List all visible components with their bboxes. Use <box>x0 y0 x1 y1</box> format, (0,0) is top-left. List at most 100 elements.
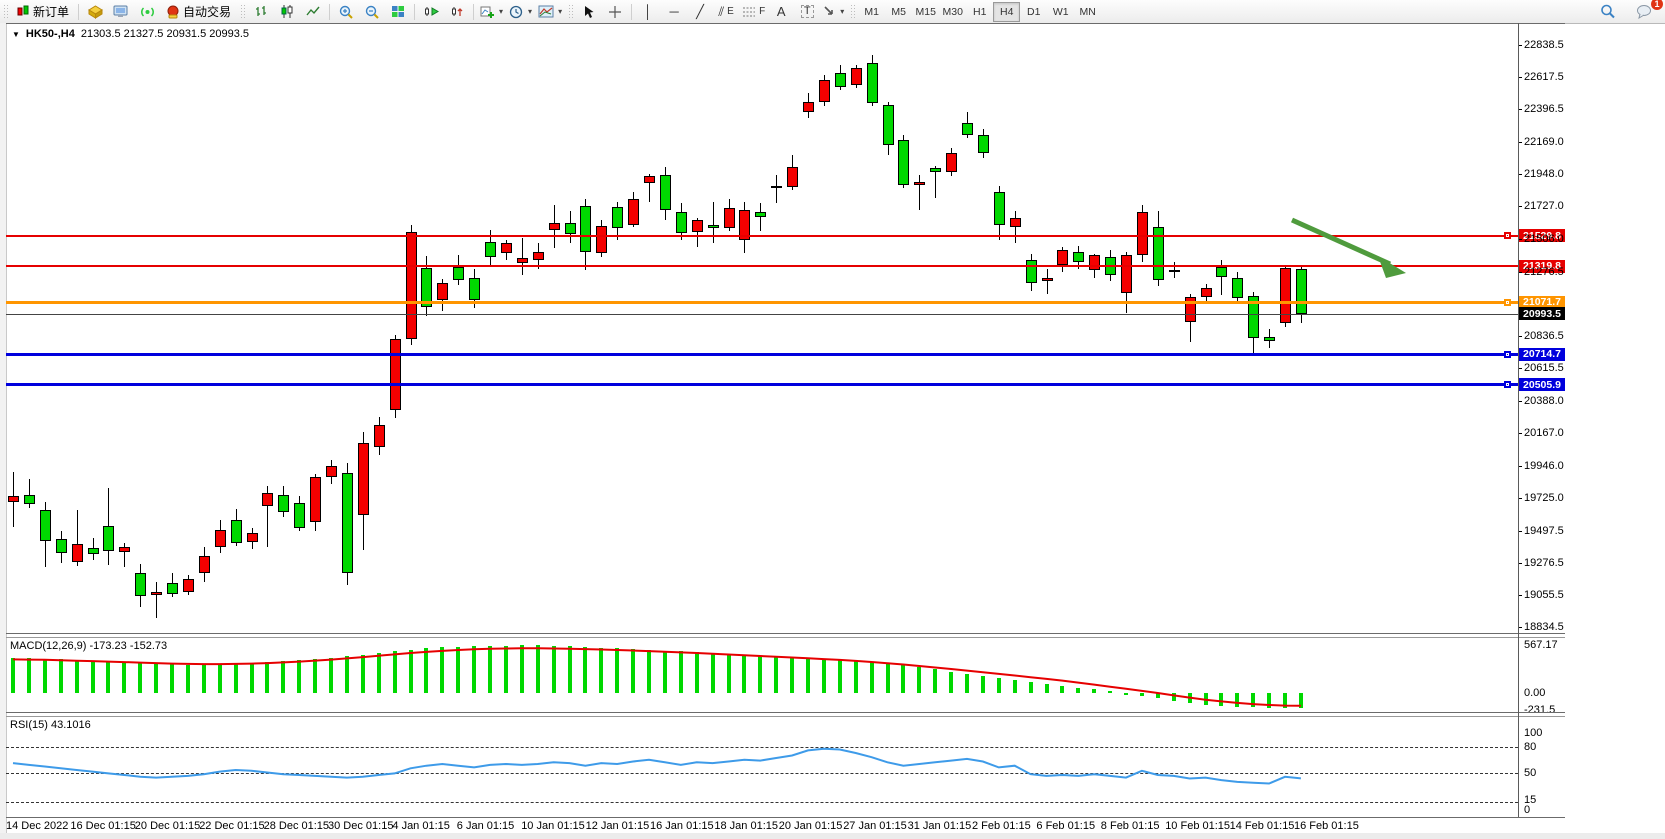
price-tick-label: 22838.5 <box>1524 38 1564 51</box>
macd-histogram-bar <box>265 661 270 693</box>
timeframe-w1[interactable]: W1 <box>1052 5 1069 18</box>
rsi-line <box>12 747 1302 785</box>
bar-chart-mode-button[interactable] <box>248 1 274 22</box>
channel-tool-button[interactable]: ⫽ E <box>713 1 739 22</box>
ohlc-values: 21303.5 21327.5 20931.5 20993.5 <box>80 28 250 40</box>
rsi-axis-label: 0 <box>1524 804 1531 816</box>
collapse-triangle-icon[interactable]: ▼ <box>12 29 20 39</box>
periods-button[interactable]: ▾ <box>506 1 535 22</box>
macd-histogram-bar <box>122 661 127 693</box>
macd-histogram-bar <box>297 659 302 693</box>
panel-separator[interactable] <box>6 633 1565 634</box>
macd-histogram-bar <box>360 654 365 693</box>
date-label: 6 Jan 01:15 <box>456 820 515 832</box>
line-drag-handle[interactable] <box>1504 298 1511 306</box>
templates-button[interactable]: ▾ <box>535 1 565 22</box>
tile-windows-button[interactable] <box>385 1 411 22</box>
auto-scroll-button[interactable] <box>418 1 444 22</box>
candle-body <box>1168 270 1180 273</box>
candle-body <box>596 226 608 253</box>
horizontal-line-object[interactable] <box>6 300 1518 304</box>
text-label-tool-button[interactable]: T <box>794 1 820 22</box>
fibonacci-tool-button[interactable]: F <box>739 1 768 22</box>
horizontal-line-object[interactable] <box>6 352 1518 356</box>
date-label: 8 Feb 01:15 <box>1100 820 1160 832</box>
candle-chart-mode-button[interactable] <box>274 1 300 22</box>
macd-histogram-bar <box>329 657 333 693</box>
candlestick-chart-icon <box>281 5 293 18</box>
toolbar-grip <box>240 3 246 20</box>
zoom-in-button[interactable] <box>333 1 359 22</box>
candle-body <box>1041 278 1053 281</box>
timeframe-m1[interactable]: M1 <box>864 5 879 18</box>
horizontal-line-tool-button[interactable]: ─ <box>661 1 687 22</box>
toolbar-separator <box>78 3 80 20</box>
timeframe-m30[interactable]: M30 <box>942 5 963 18</box>
candle-body <box>246 532 258 542</box>
date-label: 27 Jan 01:15 <box>843 820 907 832</box>
macd-histogram-bar <box>74 660 79 693</box>
macd-histogram-bar <box>456 646 461 693</box>
auto-trading-button[interactable]: 自动交易 <box>160 1 237 22</box>
line-drag-handle[interactable] <box>1504 232 1511 240</box>
candle-body <box>1232 278 1244 298</box>
notifications-button[interactable]: 1 <box>1631 0 1663 22</box>
rsi-label: RSI(15) 43.1016 <box>10 719 91 731</box>
price-tick-mark <box>1518 142 1522 143</box>
auto-scroll-icon <box>424 7 439 16</box>
dropdown-caret-icon: ▾ <box>528 7 533 16</box>
macd-histogram-bar <box>1171 693 1176 701</box>
macd-histogram-bar <box>58 659 63 693</box>
rsi-level-line <box>6 802 1518 804</box>
crosshair-tool-button[interactable] <box>602 1 628 22</box>
candle-body <box>1009 218 1021 228</box>
timeframe-m15[interactable]: M15 <box>915 5 936 18</box>
candle-body <box>787 167 799 188</box>
zoom-out-button[interactable] <box>359 1 385 22</box>
vertical-line-icon: │ <box>644 4 653 19</box>
arrows-tool-button[interactable]: ▾ <box>820 1 847 22</box>
rsi-axis-label: 15 <box>1524 794 1537 806</box>
date-label: 16 Feb 01:15 <box>1294 820 1359 832</box>
line-drag-handle[interactable] <box>1504 381 1511 389</box>
green-arrow-annotation[interactable] <box>1290 217 1406 278</box>
date-label: 30 Dec 01:15 <box>328 820 394 832</box>
timeframe-d1[interactable]: D1 <box>1026 5 1041 18</box>
horizontal-line-object[interactable] <box>6 383 1518 387</box>
timeframe-h1[interactable]: H1 <box>972 5 987 18</box>
search-button[interactable] <box>1595 1 1621 22</box>
price-tick-mark <box>1518 498 1522 499</box>
price-tag: 20505.9 <box>1519 378 1565 392</box>
chart-shift-button[interactable] <box>444 1 470 22</box>
price-tick-label: 22396.5 <box>1524 102 1564 115</box>
line-drag-handle[interactable] <box>1504 350 1511 358</box>
timeframe-h4[interactable]: H4 <box>993 1 1021 22</box>
toolbar-separator <box>414 3 416 20</box>
new-order-icon <box>17 5 29 16</box>
line-chart-mode-button[interactable] <box>300 1 326 22</box>
candle-body <box>373 424 385 447</box>
timeframe-mn[interactable]: MN <box>1079 5 1096 18</box>
new-order-button[interactable]: 新订单 <box>11 1 75 22</box>
horizontal-line-object[interactable] <box>6 234 1518 237</box>
panel-separator[interactable] <box>6 712 1565 713</box>
trendline-tool-button[interactable]: ╱ <box>687 1 713 22</box>
candle-wick <box>649 174 650 203</box>
main-toolbar: 新订单 自动交易 <box>0 0 1665 24</box>
candle-body <box>548 222 560 230</box>
candle-body <box>214 529 226 547</box>
timeframe-m5[interactable]: M5 <box>891 5 906 18</box>
vertical-line-tool-button[interactable]: │ <box>635 1 661 22</box>
candle-body <box>294 503 306 529</box>
market-watch-button[interactable] <box>82 1 108 22</box>
text-tool-icon: A <box>776 4 786 19</box>
candle-body <box>850 68 862 86</box>
indicators-button[interactable]: ▾ <box>477 1 506 22</box>
yellow-cube-icon <box>87 4 103 19</box>
price-tick-mark <box>1518 272 1522 273</box>
text-tool-button[interactable]: A <box>768 1 794 22</box>
cursor-tool-button[interactable] <box>576 1 602 22</box>
terminal-button[interactable] <box>108 1 134 22</box>
signal-button[interactable] <box>134 1 160 22</box>
horizontal-line-object[interactable] <box>6 265 1518 268</box>
